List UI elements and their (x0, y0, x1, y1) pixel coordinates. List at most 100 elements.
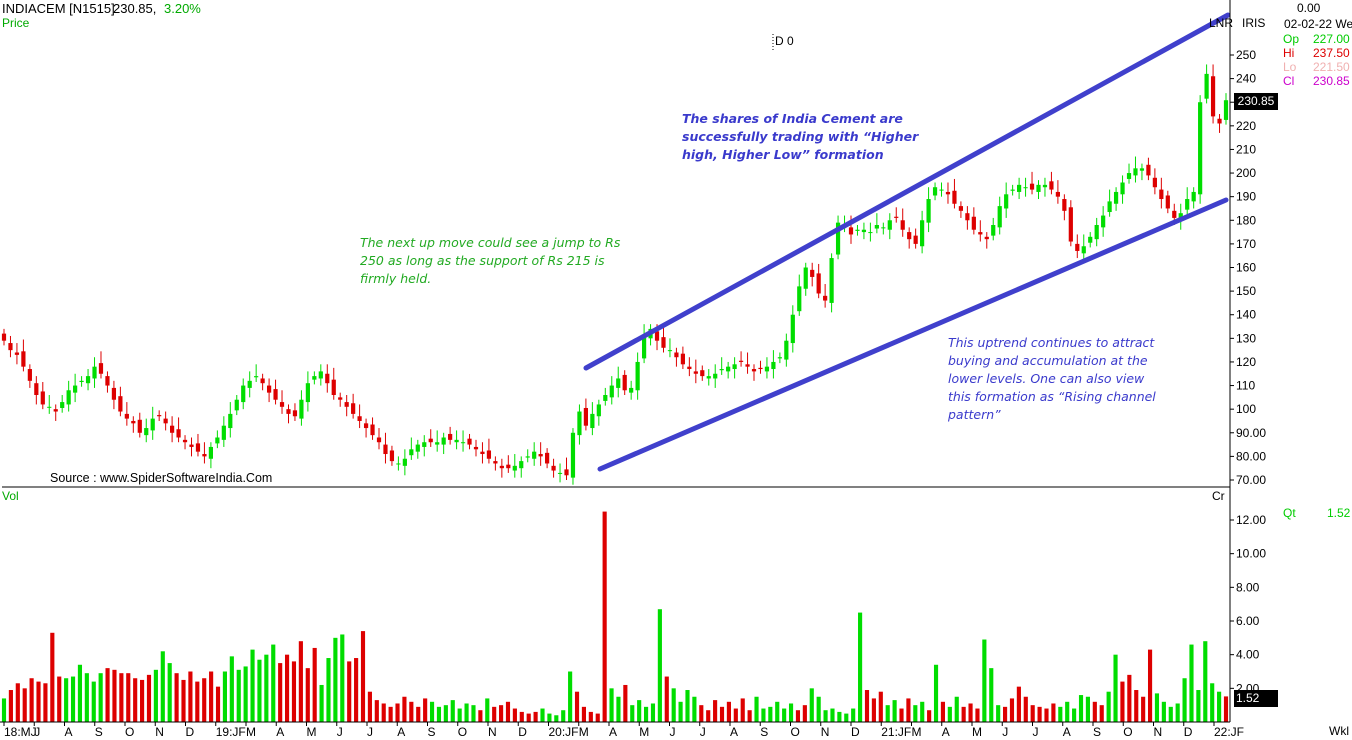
cursor-d-label: D 0 (775, 34, 794, 48)
volume-bar (174, 673, 179, 722)
volume-bar (236, 669, 241, 722)
candle-body (519, 461, 524, 469)
candle-body (105, 376, 110, 386)
candle-body (428, 438, 433, 443)
time-tick-label: M (639, 725, 649, 739)
candle-body (855, 229, 860, 231)
candle-body (551, 465, 556, 471)
candle-body (435, 442, 440, 445)
volume-bar (581, 706, 587, 722)
candle-body (396, 463, 401, 465)
candle-body (1, 333, 7, 341)
candle-body (131, 420, 136, 424)
volume-bar (1120, 681, 1125, 722)
candle-body (965, 213, 970, 221)
candle-body (758, 367, 763, 370)
volume-bar (1196, 690, 1201, 722)
price-tick-label: 180 (1236, 213, 1256, 227)
volume-bar (250, 649, 255, 722)
candle-body (1049, 181, 1054, 190)
time-tick-label: M (246, 725, 256, 739)
volume-bar (788, 703, 794, 722)
candle-body (8, 343, 13, 351)
volume-bar (927, 710, 932, 722)
candle-body (1159, 189, 1164, 200)
candle-body (952, 190, 957, 204)
annotation-target: The next up move could see a jump to Rs … (360, 234, 650, 288)
candle-body (376, 437, 382, 443)
volume-bar (961, 706, 966, 722)
volume-bar (851, 708, 856, 722)
candle-body (331, 379, 336, 395)
candle-body (150, 418, 155, 431)
volume-bar (1106, 691, 1111, 722)
annotation-line: lower levels. One can also view (948, 371, 1145, 386)
time-tick-label: M (579, 725, 589, 739)
candle-body (661, 337, 666, 348)
candle-body (835, 222, 841, 255)
volume-bar (519, 711, 524, 722)
annotation-line: this formation as “Rising channel (948, 389, 1156, 404)
volume-bar (809, 688, 814, 722)
price-tick-label: 200 (1236, 166, 1256, 180)
candle-body (1165, 195, 1170, 209)
volume-bar (499, 705, 504, 722)
candle-body (596, 404, 601, 417)
iris-label[interactable]: IRIS (1242, 16, 1266, 30)
volume-bar (733, 708, 738, 722)
close-label: Cl (1283, 74, 1295, 88)
upper-channel-line (583, 12, 1231, 371)
volume-bar (823, 710, 828, 722)
volume-bar (98, 673, 103, 722)
low-label: Lo (1283, 60, 1297, 74)
candle-body (726, 366, 731, 372)
candle-body (784, 340, 789, 360)
volume-bar (871, 698, 876, 722)
volume-bar (526, 713, 531, 722)
candle-body (616, 378, 621, 388)
qty-value: 1.52 (1327, 506, 1351, 520)
open-label: Op (1283, 32, 1300, 46)
candle-body (40, 391, 45, 405)
volume-bar (29, 678, 34, 722)
candle-body (312, 376, 317, 380)
candle-body (829, 258, 834, 303)
candle-body (777, 357, 782, 359)
candle-body (1198, 102, 1203, 195)
candle-body (467, 438, 472, 445)
time-tick-label: A (942, 725, 950, 739)
candle-body (1120, 182, 1125, 195)
candle-body (1133, 168, 1138, 176)
price-tick-label: 170 (1236, 237, 1256, 251)
price-tick-label: 70.00 (1236, 473, 1266, 487)
candle-body (176, 429, 181, 438)
candle-body (1010, 189, 1015, 191)
candle-body (732, 364, 737, 370)
weekly-label[interactable]: Wkl (1329, 724, 1349, 738)
lnr-label[interactable]: LNR (1209, 16, 1234, 30)
candle-body (861, 229, 867, 233)
candle-body (14, 352, 20, 355)
volume-bar (333, 637, 338, 722)
candle-body (318, 371, 323, 379)
candle-body (66, 390, 71, 405)
volume-bar (768, 706, 773, 722)
volume-tick-label: 12.00 (1236, 513, 1266, 527)
volume-bar (892, 700, 897, 722)
volume-bar (913, 705, 918, 722)
candle-body (473, 446, 479, 450)
candle-body (118, 396, 123, 412)
candle-body (21, 351, 26, 367)
candle-body (738, 360, 744, 362)
volume-bar (650, 703, 656, 722)
candle-body (848, 227, 854, 235)
price-panel-label: Price (2, 16, 30, 30)
candle-body (480, 451, 485, 455)
change-percent: 3.20% (164, 1, 201, 16)
candle-body (27, 369, 32, 381)
volume-bar (775, 701, 780, 722)
volume-bar (257, 659, 262, 722)
volume-bar (1099, 705, 1104, 722)
candle-body (881, 227, 886, 229)
